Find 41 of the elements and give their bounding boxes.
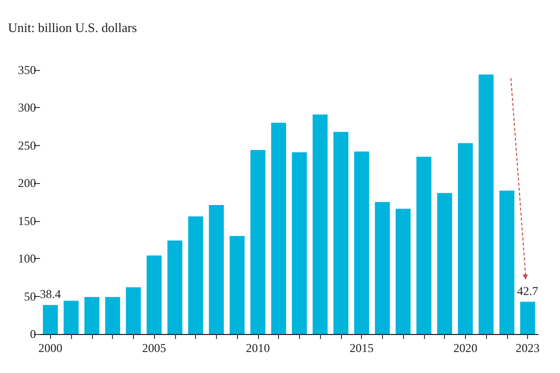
y-tick-label: 200 xyxy=(18,176,36,190)
bar xyxy=(416,156,432,334)
x-tick-label: 2015 xyxy=(350,341,374,355)
x-tick-label: 2023 xyxy=(516,341,540,355)
y-tick-label: 50 xyxy=(24,289,36,304)
x-tick-label: 2000 xyxy=(38,341,62,355)
data-label: 42.7 xyxy=(517,284,538,298)
bar xyxy=(42,305,58,334)
bar xyxy=(312,114,328,334)
y-tick-label: 300 xyxy=(18,100,36,115)
bar xyxy=(126,287,141,334)
bar xyxy=(271,122,286,334)
x-tick-label: 2020 xyxy=(453,341,478,355)
data-label: 38.4 xyxy=(40,287,61,302)
bar xyxy=(250,150,266,334)
bar xyxy=(230,236,245,334)
y-tick-label: 100 xyxy=(18,252,36,266)
bar xyxy=(458,143,473,334)
bar xyxy=(354,151,370,334)
bar xyxy=(333,132,348,334)
y-tick-label: 350 xyxy=(18,63,36,77)
bar xyxy=(208,205,224,334)
bar xyxy=(437,192,452,334)
bar xyxy=(478,74,494,334)
x-tick-label: 2010 xyxy=(246,341,270,355)
bar xyxy=(396,208,411,334)
bar xyxy=(499,190,514,334)
bar xyxy=(292,152,307,334)
x-tick-label: 2005 xyxy=(142,341,166,355)
bar xyxy=(105,297,120,334)
y-tick-label: 150 xyxy=(18,214,36,228)
bar xyxy=(188,216,204,334)
bar xyxy=(64,300,79,334)
y-tick-label: 0 xyxy=(30,327,36,341)
bar xyxy=(167,240,182,334)
y-tick-label: 250 xyxy=(18,138,36,152)
bar xyxy=(374,202,390,334)
bar xyxy=(146,256,162,334)
bar xyxy=(84,297,100,334)
bar xyxy=(520,302,536,334)
y-axis-title: Unit: billion U.S. dollars xyxy=(8,20,137,36)
